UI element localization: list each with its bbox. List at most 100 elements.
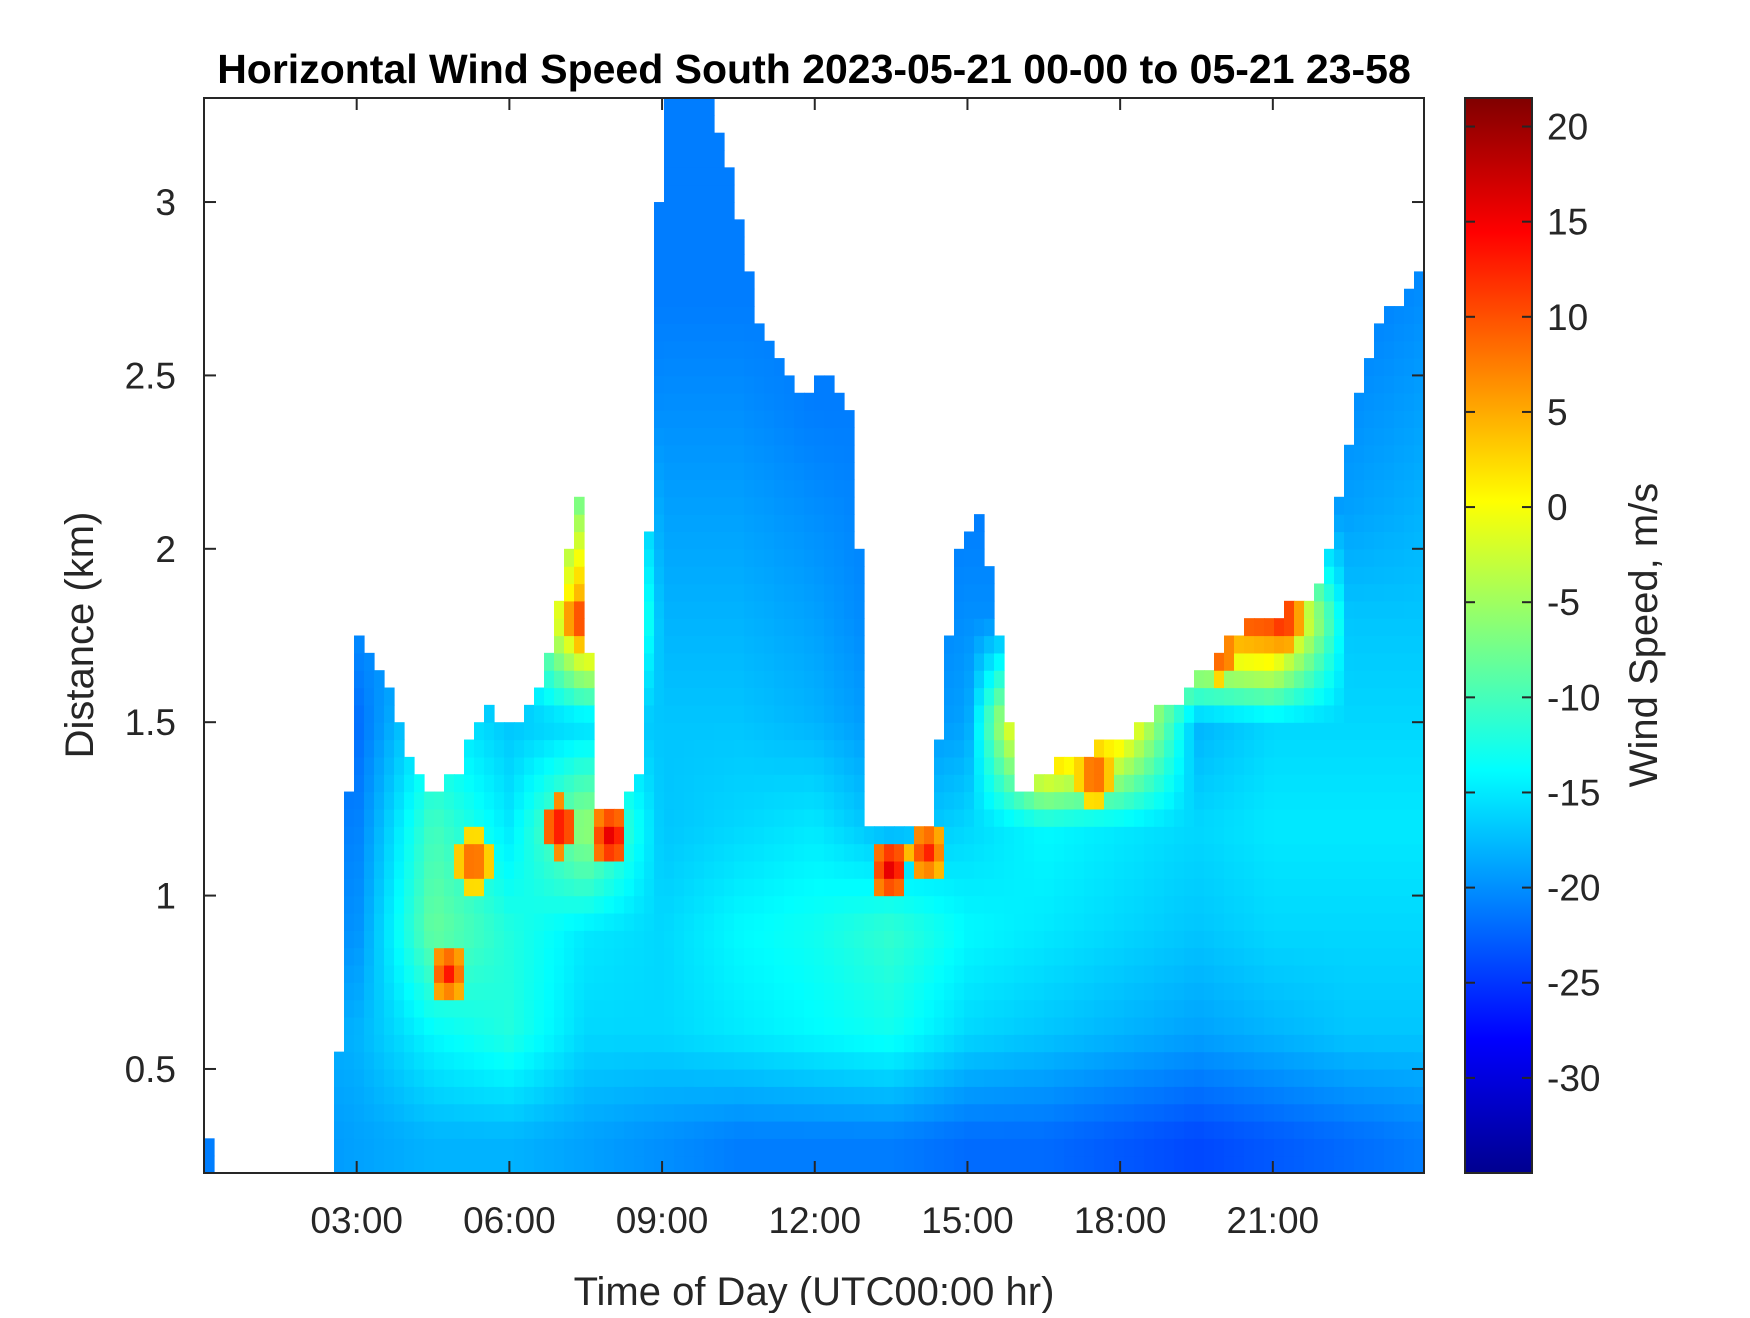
- heatmap-cell: [574, 739, 585, 758]
- heatmap-cell: [1134, 895, 1145, 914]
- heatmap-cell: [914, 964, 925, 983]
- heatmap-cell: [1004, 1086, 1015, 1105]
- heatmap-cell: [1334, 860, 1345, 879]
- heatmap-cell: [654, 930, 665, 949]
- heatmap-cell: [524, 826, 535, 845]
- heatmap-cell: [614, 1103, 625, 1122]
- heatmap-cell: [1414, 860, 1424, 879]
- heatmap-cell: [344, 843, 355, 862]
- heatmap-cell: [714, 1034, 725, 1053]
- heatmap-cell: [1244, 999, 1255, 1018]
- heatmap-cell: [1384, 739, 1395, 758]
- heatmap-cell: [464, 982, 475, 1001]
- heatmap-cell: [844, 410, 855, 429]
- heatmap-cell: [854, 860, 865, 879]
- heatmap-cell: [1204, 791, 1215, 810]
- heatmap-cell: [724, 774, 735, 793]
- heatmap-cell: [744, 895, 755, 914]
- heatmap-cell: [1024, 982, 1035, 1001]
- heatmap-cell: [884, 895, 895, 914]
- heatmap-cell: [714, 323, 725, 342]
- heatmap-cell: [1034, 791, 1045, 810]
- heatmap-cell: [464, 1086, 475, 1105]
- heatmap-cell: [1184, 1016, 1195, 1035]
- heatmap-cell: [954, 1120, 965, 1139]
- heatmap-cell: [954, 774, 965, 793]
- heatmap-cell: [1064, 982, 1075, 1001]
- heatmap-cell: [714, 1103, 725, 1122]
- heatmap-cell: [584, 774, 595, 793]
- heatmap-cell: [784, 1120, 795, 1139]
- heatmap-cell: [204, 1138, 215, 1157]
- heatmap-cell: [1294, 860, 1305, 879]
- heatmap-cell: [664, 531, 675, 550]
- heatmap-cell: [1234, 1068, 1245, 1087]
- heatmap-cell: [814, 375, 825, 394]
- heatmap-cell: [454, 860, 465, 879]
- heatmap-cell: [874, 878, 885, 897]
- heatmap-cell: [734, 306, 745, 324]
- heatmap-cell: [1304, 808, 1315, 827]
- heatmap-cell: [344, 982, 355, 1001]
- heatmap-cell: [1184, 1051, 1195, 1070]
- heatmap-cell: [634, 1051, 645, 1070]
- heatmap-cell: [854, 1138, 865, 1157]
- heatmap-cell: [1394, 670, 1405, 689]
- heatmap-cell: [394, 1155, 405, 1173]
- heatmap-cell: [544, 1138, 555, 1157]
- heatmap-cell: [874, 912, 885, 931]
- heatmap-cell: [1414, 583, 1424, 602]
- heatmap-cell: [474, 843, 485, 862]
- heatmap-cell: [704, 878, 715, 897]
- heatmap-cell: [894, 999, 905, 1018]
- heatmap-cell: [454, 808, 465, 827]
- heatmap-cell: [664, 514, 675, 533]
- heatmap-cell: [1224, 1068, 1235, 1087]
- heatmap-cell: [1404, 1155, 1415, 1173]
- heatmap-cell: [1144, 947, 1155, 966]
- heatmap-cell: [1404, 1016, 1415, 1035]
- heatmap-cell: [734, 722, 745, 741]
- heatmap-cell: [384, 704, 395, 723]
- heatmap-cell: [564, 1138, 575, 1157]
- heatmap-cell: [794, 410, 805, 429]
- heatmap-cell: [504, 826, 515, 845]
- heatmap-cell: [1264, 1103, 1275, 1122]
- heatmap-cell: [1064, 860, 1075, 879]
- heatmap-cell: [454, 791, 465, 810]
- heatmap-cell: [684, 1155, 695, 1173]
- heatmap-cell: [784, 1068, 795, 1087]
- heatmap-cell: [434, 878, 445, 897]
- heatmap-cell: [344, 895, 355, 914]
- heatmap-cell: [424, 964, 435, 983]
- heatmap-cell: [1324, 652, 1335, 671]
- heatmap-cell: [804, 1051, 815, 1070]
- heatmap-cell: [334, 1155, 345, 1173]
- heatmap-cell: [1394, 808, 1405, 827]
- heatmap-cell: [684, 722, 695, 741]
- heatmap-cell: [1414, 427, 1424, 446]
- heatmap-cell: [594, 808, 605, 827]
- heatmap-cell: [1254, 704, 1265, 723]
- heatmap-cell: [654, 878, 665, 897]
- heatmap-cell: [724, 184, 735, 203]
- heatmap-cell: [814, 618, 825, 637]
- heatmap-cell: [1414, 1138, 1424, 1157]
- heatmap-cell: [1284, 895, 1295, 914]
- heatmap-cell: [534, 999, 545, 1018]
- heatmap-cell: [1354, 687, 1365, 706]
- heatmap-cell: [694, 600, 705, 619]
- heatmap-cell: [864, 930, 875, 949]
- heatmap-cell: [924, 1120, 935, 1139]
- heatmap-cell: [1294, 1155, 1305, 1173]
- heatmap-cell: [1284, 600, 1295, 619]
- heatmap-cell: [784, 635, 795, 654]
- heatmap-cell: [1174, 1034, 1185, 1053]
- heatmap-cell: [434, 1068, 445, 1087]
- heatmap-cell: [824, 739, 835, 758]
- heatmap-cell: [714, 184, 725, 203]
- heatmap-cell: [834, 843, 845, 862]
- heatmap-cell: [1124, 739, 1135, 758]
- heatmap-cell: [1014, 999, 1025, 1018]
- heatmap-cell: [444, 930, 455, 949]
